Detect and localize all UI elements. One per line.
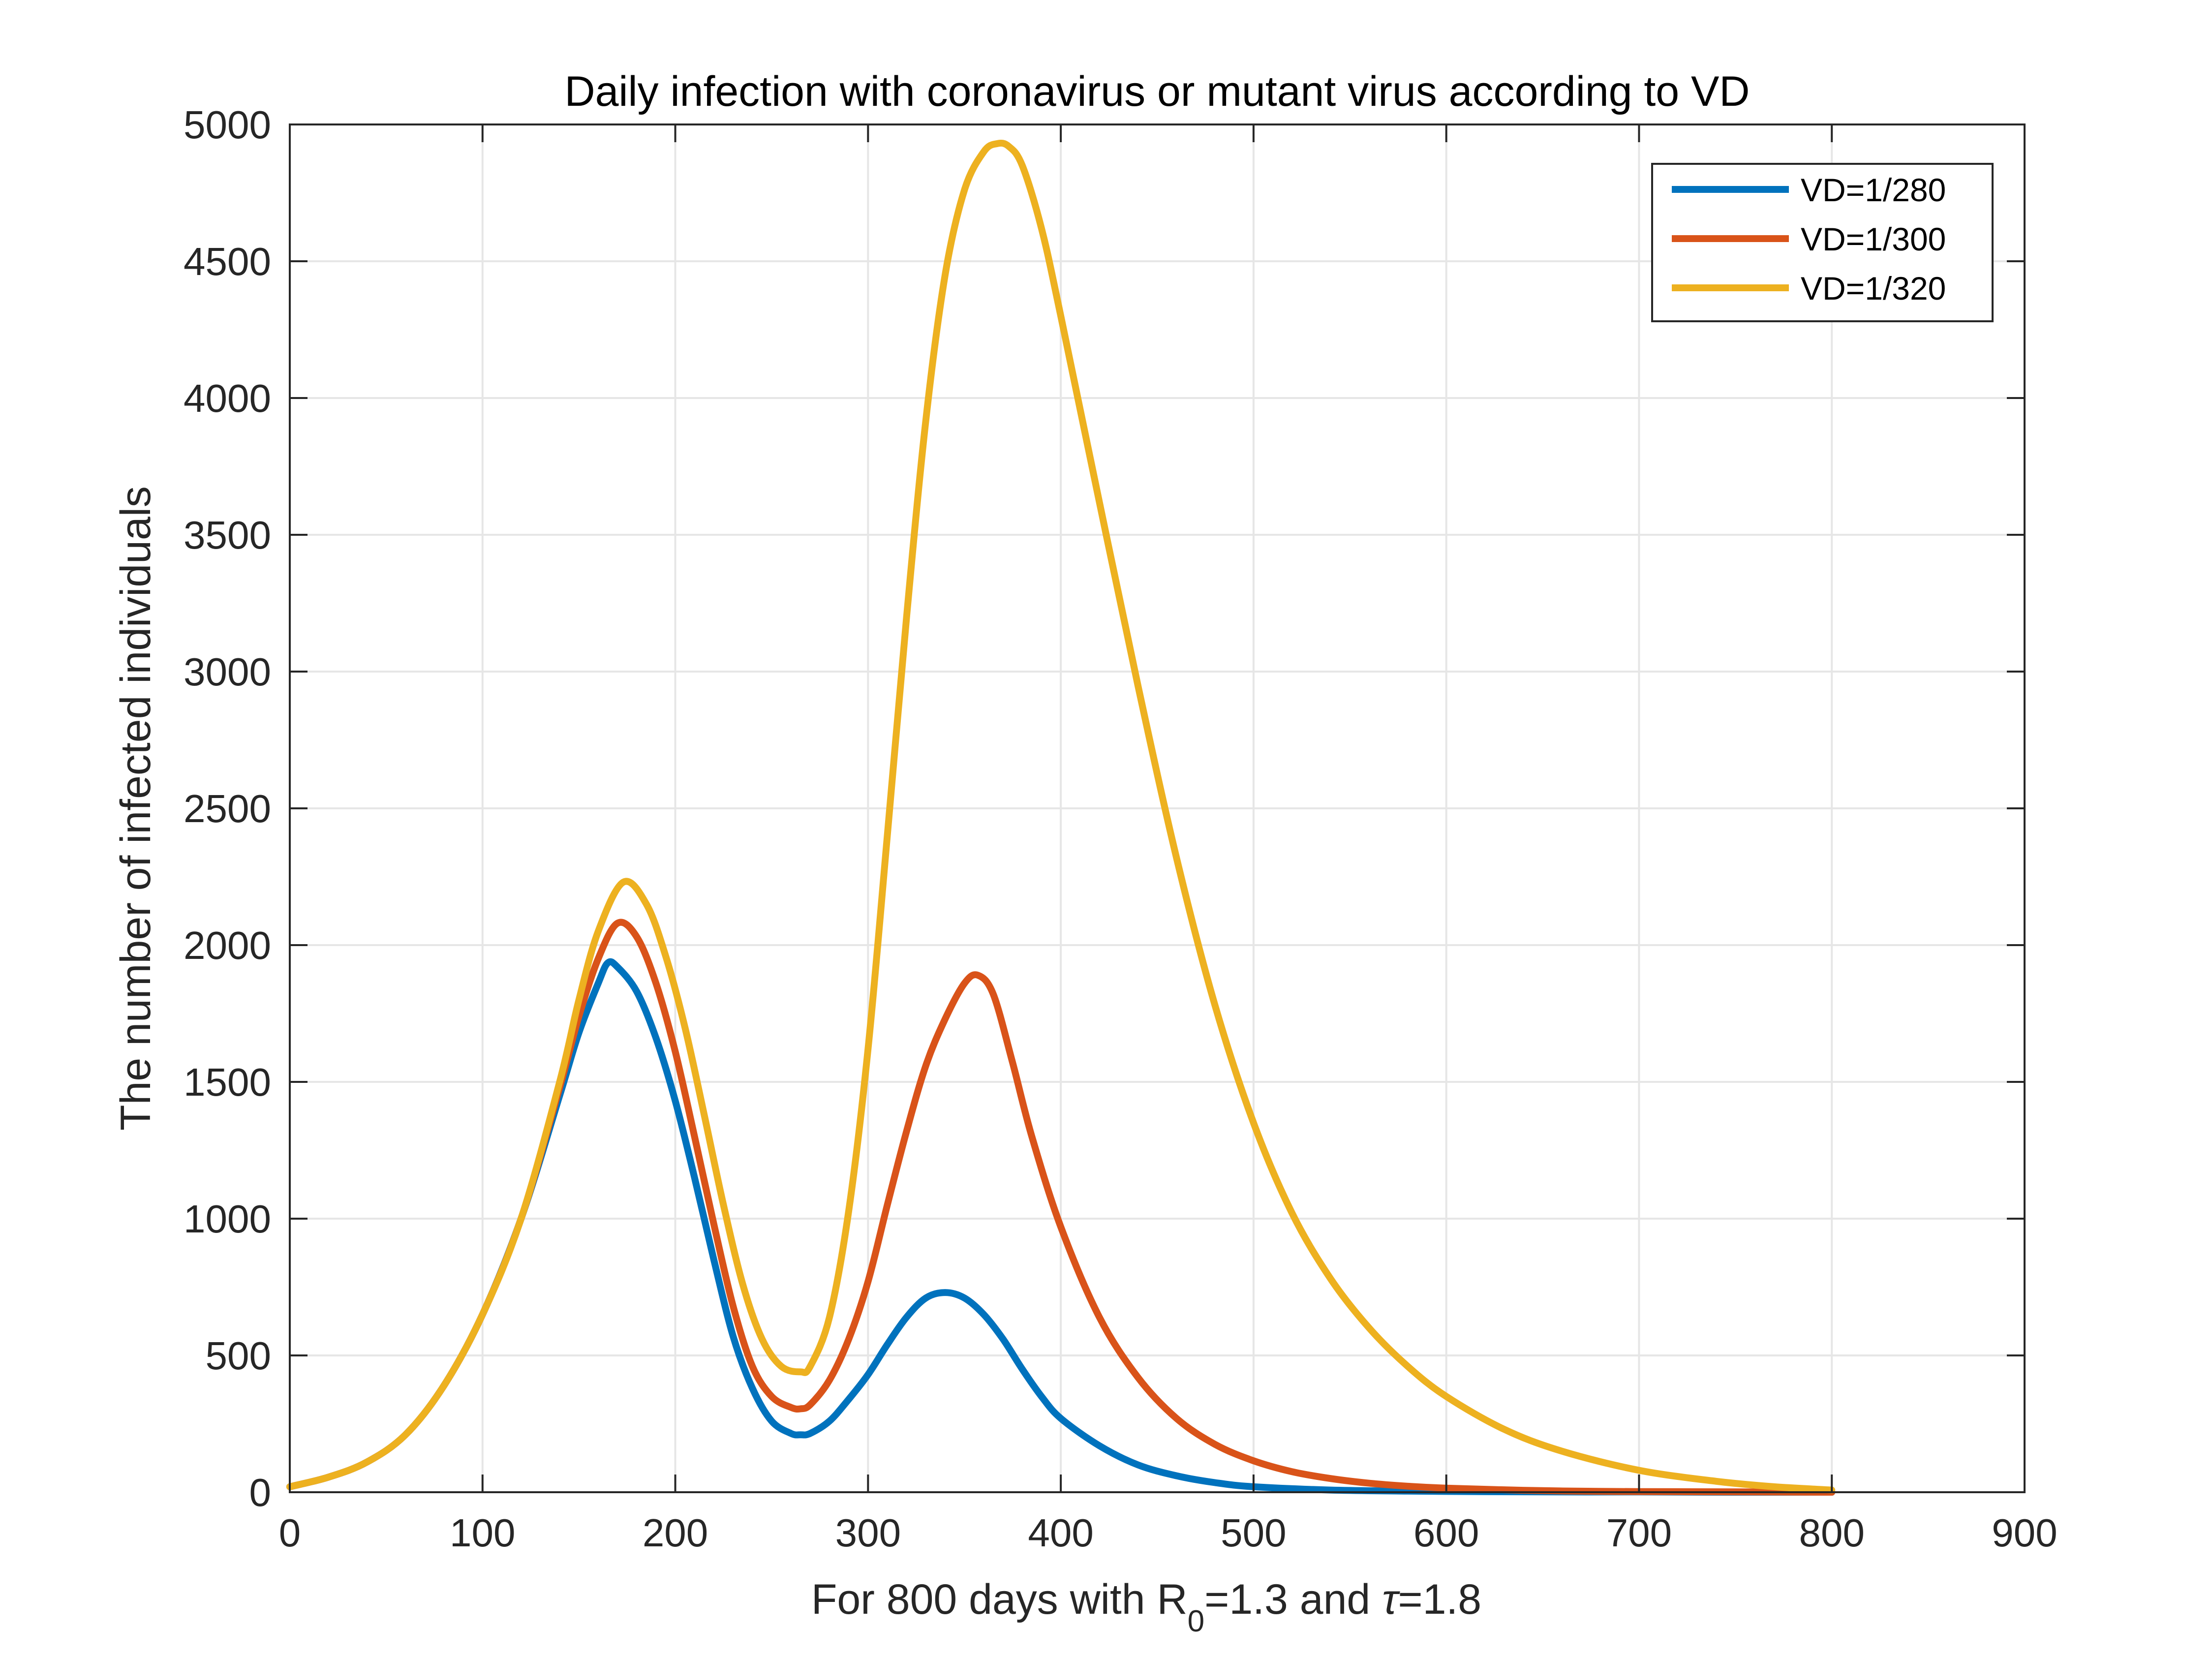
x-tick-label: 100 [450,1511,515,1555]
x-axis-title-prefix: For 800 days with R [811,1576,1188,1623]
x-axis-title-suffix: =1.8 [1398,1576,1481,1623]
x-tick-label: 0 [279,1511,301,1555]
axis-ticks: 0 100 200 300 400 500 600 700 800 900 0 500 1000 1500… [184,103,2058,1555]
y-tick-label: 3500 [184,513,271,557]
x-tick-label: 600 [1413,1511,1479,1555]
y-tick-label: 1500 [184,1060,271,1104]
series-lines [286,139,1836,1496]
x-tick-label: 900 [1992,1511,2057,1555]
series-line-vd-1-320 [286,139,1836,1494]
x-tick-label: 300 [835,1511,901,1555]
x-tick-label: 800 [1799,1511,1864,1555]
y-tick-label: 5000 [184,103,271,147]
legend: VD=1/280 VD=1/300 VD=1/320 [1651,163,1994,322]
x-axis-title-subscript: 0 [1188,1604,1204,1638]
y-tick-label: 500 [206,1334,271,1378]
y-tick-label: 4000 [184,376,271,420]
x-tick-label: 200 [643,1511,708,1555]
x-tick-label: 500 [1221,1511,1286,1555]
y-tick-label: 2500 [184,787,271,830]
x-axis-title-middle: =1.3 and [1204,1576,1382,1623]
legend-label-vd-1-280: VD=1/280 [1801,172,1946,208]
legend-label-vd-1-300: VD=1/300 [1801,221,1946,257]
y-tick-label: 1000 [184,1197,271,1241]
y-tick-label: 3000 [184,650,271,694]
x-tick-label: 700 [1606,1511,1672,1555]
x-axis-title-symbol: τ [1382,1576,1400,1623]
y-tick-label: 0 [249,1471,272,1514]
chart-title: Daily infection with coronavirus or muta… [564,68,1750,115]
gridlines [289,123,2026,1493]
legend-label-vd-1-320: VD=1/320 [1801,270,1946,307]
x-tick-label: 400 [1028,1511,1093,1555]
y-axis-title: The number of infected individuals [112,486,159,1131]
x-axis-title: For 800 days with R0=1.3 and τ=1.8 [811,1576,1481,1638]
y-tick-label: 2000 [184,923,271,967]
y-tick-label: 4500 [184,240,271,283]
